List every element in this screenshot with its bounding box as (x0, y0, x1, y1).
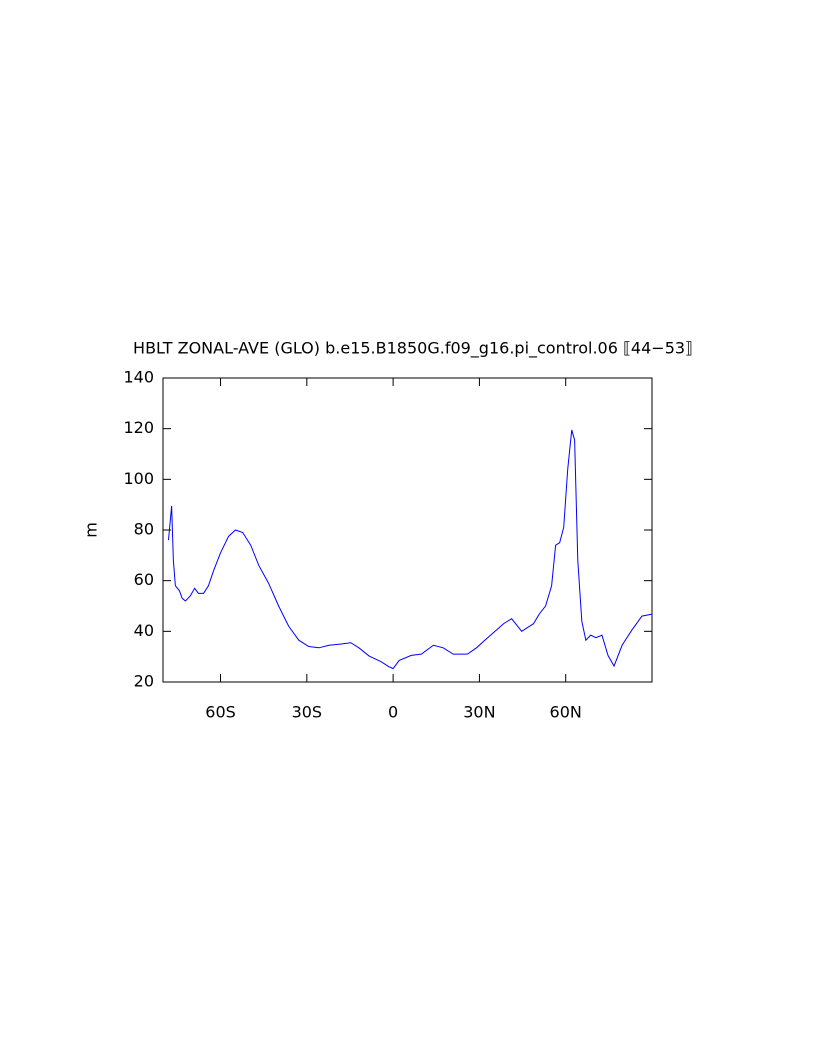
x-tick-label: 30N (463, 703, 495, 722)
y-tick-label: 140 (123, 368, 154, 387)
x-tick-label: 30S (292, 703, 323, 722)
y-tick-label: 20 (134, 672, 154, 691)
chart-title: HBLT ZONAL-AVE (GLO) b.e15.B1850G.f09_g1… (133, 339, 693, 359)
x-tick-label: 0 (388, 703, 398, 722)
data-line (167, 429, 653, 670)
y-axis-label: m (82, 522, 101, 538)
y-tick-label: 40 (134, 621, 154, 640)
y-tick-label: 60 (134, 570, 154, 589)
x-tick-label: 60S (205, 703, 236, 722)
y-tick-label: 120 (123, 418, 154, 437)
y-tick-label: 80 (134, 520, 154, 539)
y-tick-label: 100 (123, 469, 154, 488)
x-tick-label: 60N (550, 703, 582, 722)
